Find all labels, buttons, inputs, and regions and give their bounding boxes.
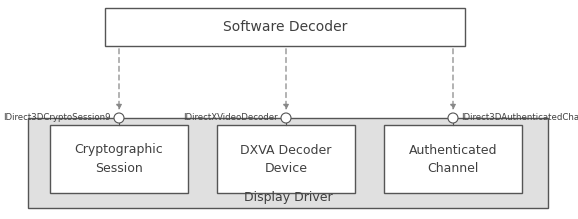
Circle shape	[448, 113, 458, 123]
Text: IDirect3DAuthenticatedChannel9: IDirect3DAuthenticatedChannel9	[461, 113, 578, 122]
Bar	[28, 118, 548, 208]
Circle shape	[114, 113, 124, 123]
Text: Display Driver: Display Driver	[244, 191, 332, 205]
Text: IDirectXVideoDecoder: IDirectXVideoDecoder	[183, 113, 278, 122]
Bar	[217, 125, 355, 193]
Bar	[105, 8, 465, 46]
Text: Cryptographic
Session: Cryptographic Session	[75, 143, 164, 175]
Text: Software Decoder: Software Decoder	[223, 20, 347, 34]
Text: DXVA Decoder
Device: DXVA Decoder Device	[240, 143, 332, 175]
Text: IDirect3DCryptoSession9: IDirect3DCryptoSession9	[3, 113, 111, 122]
Circle shape	[281, 113, 291, 123]
Text: Authenticated
Channel: Authenticated Channel	[409, 143, 497, 175]
Bar	[384, 125, 522, 193]
Bar	[50, 125, 188, 193]
